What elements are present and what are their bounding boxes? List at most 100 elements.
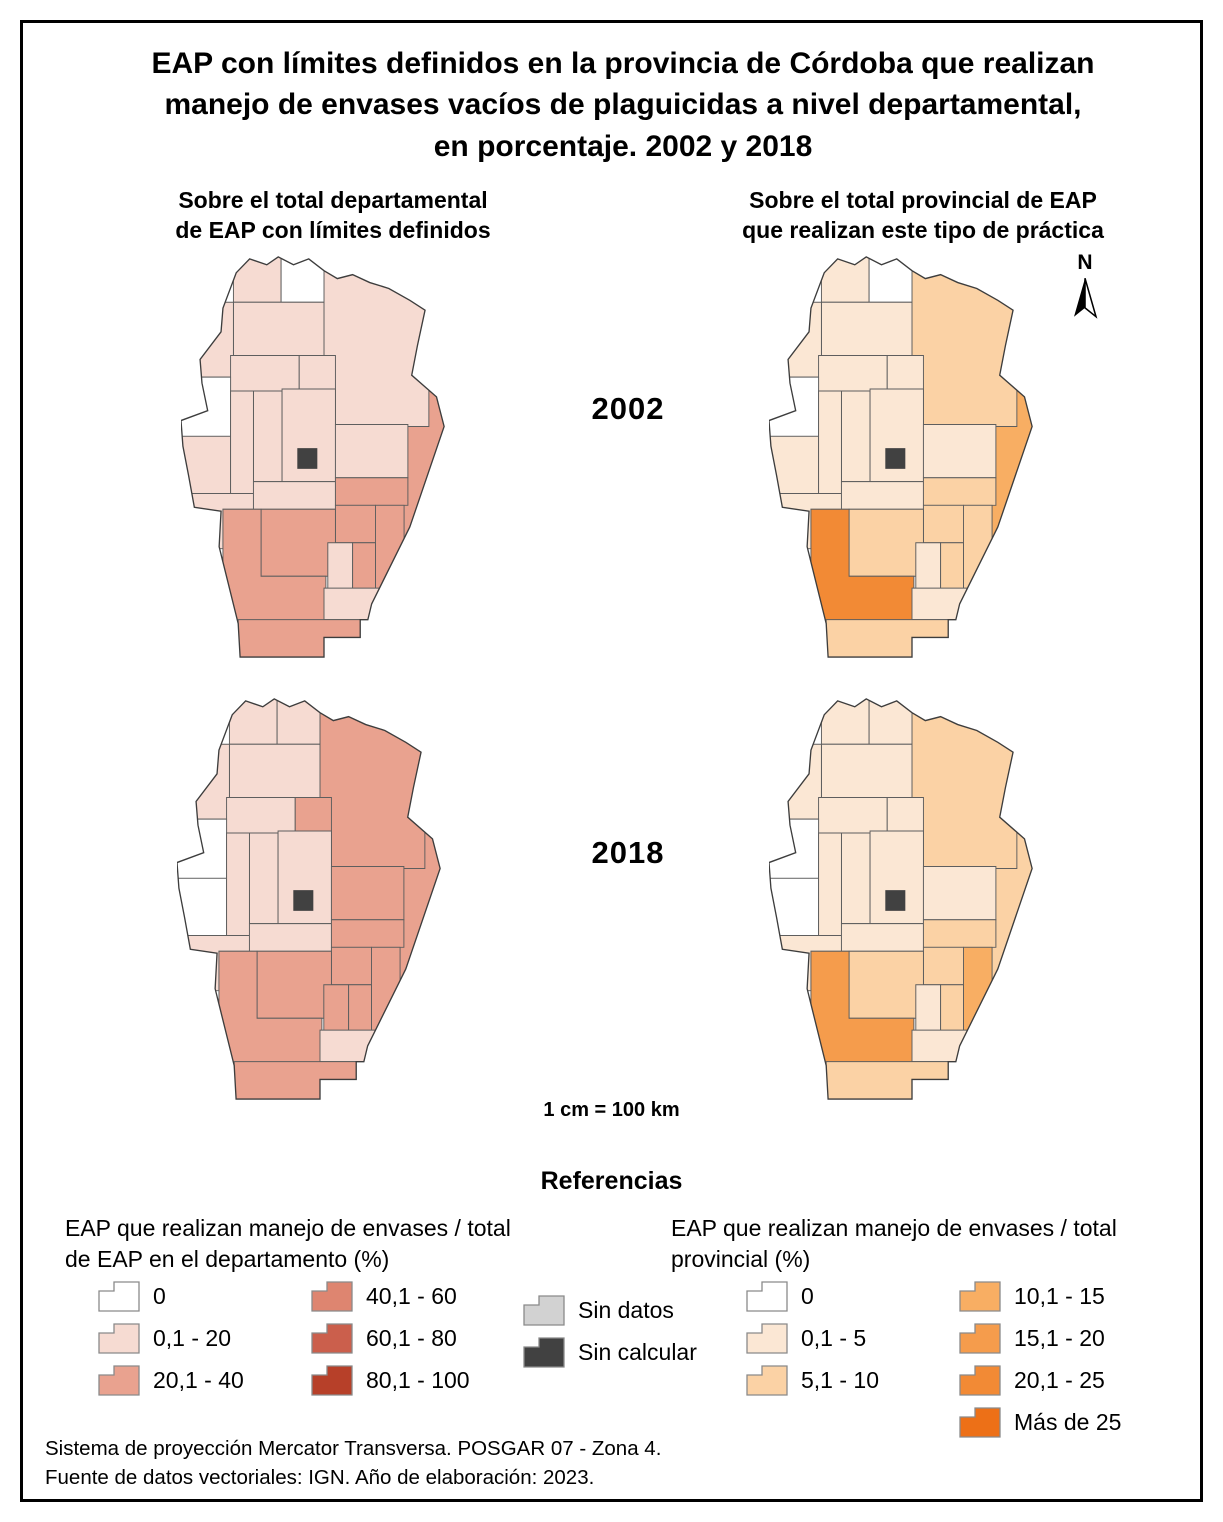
map-region-cruz_del_eje xyxy=(769,743,822,820)
legend-swatch-icon xyxy=(523,1337,565,1368)
map-region-punilla xyxy=(252,390,283,483)
map-region-punilla xyxy=(248,832,279,925)
legend-item: Sin datos xyxy=(523,1295,697,1326)
map-region-general_roca xyxy=(233,1061,369,1100)
map-region-rio_primero xyxy=(922,423,997,479)
legend-swatch-icon xyxy=(959,1323,1001,1354)
map-region-pte_roque_saenz_pena xyxy=(911,587,974,621)
map-region-union xyxy=(963,504,993,595)
map-region-sobremonte xyxy=(820,256,870,303)
legend-item: 0,1 - 5 xyxy=(746,1323,879,1354)
map-region-calamuchita xyxy=(848,508,924,577)
map-region-tulumba xyxy=(820,301,913,356)
legend-item: 15,1 - 20 xyxy=(959,1323,1121,1354)
map-2018-provincial-svg xyxy=(768,698,1033,1100)
map-2002-provincial xyxy=(768,251,1055,665)
legend-item-label: Sin datos xyxy=(578,1297,674,1323)
map-region-rio_segundo xyxy=(334,477,409,506)
legend-swatch-icon xyxy=(746,1365,788,1396)
province-outline xyxy=(768,698,1033,1100)
legend-swatch-icon xyxy=(311,1365,353,1396)
north-arrow-label: N xyxy=(1077,251,1093,274)
map-region-union xyxy=(963,946,993,1037)
map-region-union xyxy=(375,504,405,595)
map-2018-departamental-svg xyxy=(176,698,441,1100)
province-outline xyxy=(768,256,1033,658)
legend-item-label: Más de 25 xyxy=(1014,1409,1122,1435)
map-region-ischilin xyxy=(818,354,888,392)
map-region-rio_seco xyxy=(868,256,913,303)
year-label-2002: 2002 xyxy=(591,391,665,426)
north-arrow-icon xyxy=(1074,277,1098,319)
legend-item-label: 80,1 - 100 xyxy=(366,1367,470,1393)
map-region-ischilin xyxy=(818,796,888,834)
map-region-sobremonte xyxy=(820,698,870,745)
legend-item-label: 40,1 - 60 xyxy=(366,1283,457,1309)
map-region-pocho xyxy=(769,435,820,494)
map-region-calamuchita xyxy=(256,950,332,1019)
map-region-general_roca xyxy=(825,1061,961,1100)
legend-item: 0 xyxy=(746,1281,879,1312)
map-region-rio_seco xyxy=(276,698,321,745)
map-region-san_alberto xyxy=(818,832,842,936)
legend-item: 10,1 - 15 xyxy=(959,1281,1121,1312)
year-label-2018: 2018 xyxy=(591,835,665,870)
map-region-general_roca xyxy=(825,619,961,658)
legend-item: Sin calcular xyxy=(523,1337,697,1368)
legend-item: 60,1 - 80 xyxy=(311,1323,470,1354)
province-outline xyxy=(176,698,441,1100)
legend-column-special: Sin datos Sin calcular xyxy=(523,1295,697,1368)
legend-swatch-icon xyxy=(98,1365,140,1396)
map-region-sobremonte xyxy=(232,256,282,303)
map-region-rio_seco xyxy=(868,698,913,745)
legend-swatch-icon xyxy=(746,1323,788,1354)
map-region-pocho xyxy=(181,435,232,494)
map-region-pte_roque_saenz_pena xyxy=(911,1029,974,1063)
map-region-rio_segundo xyxy=(922,919,997,948)
map-region-san_alberto xyxy=(230,390,254,494)
north-arrow: N xyxy=(1067,251,1103,325)
map-region-san_alberto xyxy=(818,390,842,494)
legend-item-label: Sin calcular xyxy=(578,1339,697,1365)
legend-item-label: 5,1 - 10 xyxy=(801,1367,879,1393)
map-region-pocho xyxy=(769,877,820,936)
map-region-pocho xyxy=(177,877,228,936)
map-scale-text: 1 cm = 100 km xyxy=(543,1099,680,1121)
legend-item: 80,1 - 100 xyxy=(311,1365,470,1396)
legend-item-label: 20,1 - 40 xyxy=(153,1367,244,1393)
map-2002-departamental xyxy=(180,251,467,665)
map-region-rio_seco xyxy=(280,256,325,303)
legend-heading: Referencias xyxy=(540,1167,683,1195)
legend-swatch-icon xyxy=(959,1365,1001,1396)
map-region-capital-marker xyxy=(885,448,906,469)
figure-title: EAP con límites definidos en la provinci… xyxy=(151,47,1095,163)
legend-swatch-icon xyxy=(98,1323,140,1354)
legend-swatch-icon xyxy=(959,1281,1001,1312)
legend-item-label: 0,1 - 20 xyxy=(153,1325,231,1351)
map-region-tulumba xyxy=(820,743,913,798)
map-region-minas xyxy=(181,376,232,437)
map-region-rio_segundo xyxy=(330,919,405,948)
legend-swatch-icon xyxy=(311,1323,353,1354)
legend-item: Más de 25 xyxy=(959,1407,1121,1438)
legend-swatch-icon xyxy=(523,1295,565,1326)
map-region-rio_primero xyxy=(922,865,997,921)
map-region-punilla xyxy=(840,832,871,925)
source-note: Sistema de proyección Mercator Transvers… xyxy=(45,1437,662,1489)
legend-item-label: 0 xyxy=(153,1283,166,1309)
map-region-pte_roque_saenz_pena xyxy=(319,1029,382,1063)
map-region-ischilin xyxy=(226,796,296,834)
legend-swatch-icon xyxy=(311,1281,353,1312)
map-region-tercero_arriba xyxy=(330,946,372,986)
map-2002-departamental-svg xyxy=(180,256,445,658)
map-region-rio_segundo xyxy=(922,477,997,506)
map-region-calamuchita xyxy=(848,950,924,1019)
legend-title-provincial: EAP que realizan manejo de envases / tot… xyxy=(671,1215,1117,1273)
legend-title-departamental: EAP que realizan manejo de envases / tot… xyxy=(65,1215,511,1273)
map-region-minas xyxy=(177,818,228,879)
map-region-santa_maria xyxy=(252,481,336,510)
legend-column: 10,1 - 15 15,1 - 20 20,1 - 25 Más de 25 xyxy=(959,1281,1121,1438)
legend-swatch-icon xyxy=(98,1281,140,1312)
legend-swatch-icon xyxy=(746,1281,788,1312)
map-region-union xyxy=(371,946,401,1037)
